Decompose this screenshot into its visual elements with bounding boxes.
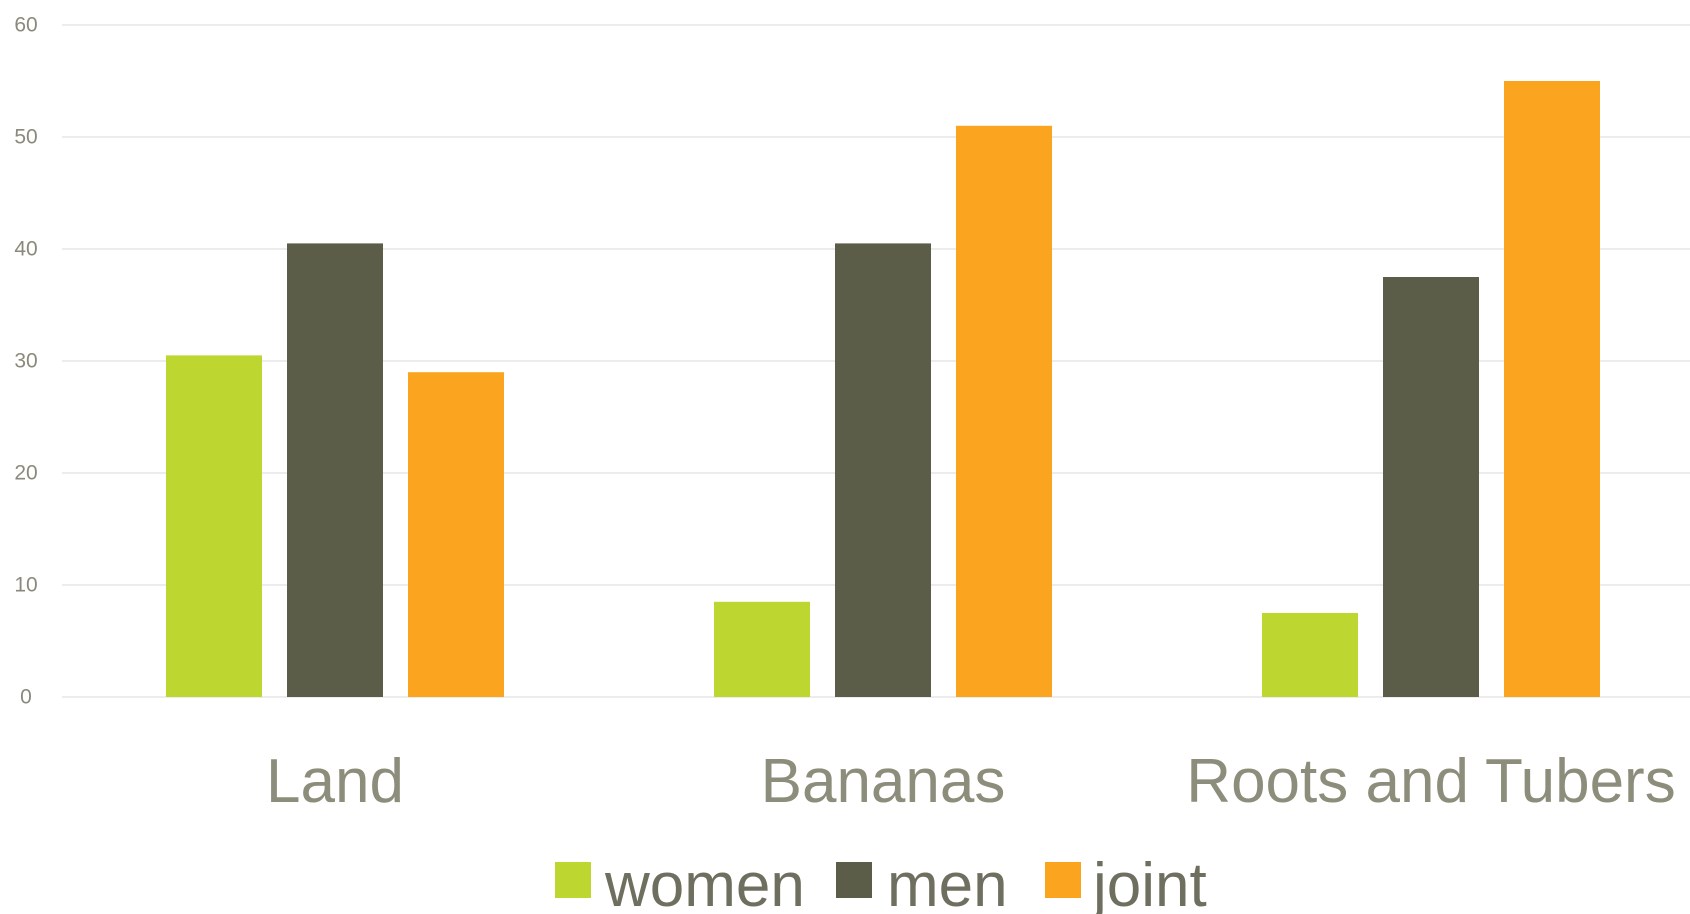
bar-joint-land xyxy=(408,372,504,697)
category-label: Roots and Tubers xyxy=(1186,747,1675,816)
bar-men-land xyxy=(287,243,383,697)
y-tick-label: 0 xyxy=(20,686,32,709)
y-tick-label: 10 xyxy=(14,574,37,597)
bars xyxy=(166,81,1600,698)
y-tick-label: 30 xyxy=(14,350,37,373)
legend-swatch-joint xyxy=(1045,862,1081,898)
legend-label-joint: joint xyxy=(1091,851,1207,914)
y-tick-label: 20 xyxy=(14,462,37,485)
legend-label-men: men xyxy=(887,851,1008,914)
bar-men-roots-and-tubers xyxy=(1383,277,1479,697)
legend-swatch-women xyxy=(555,862,591,898)
bar-joint-roots-and-tubers xyxy=(1504,81,1600,697)
bar-women-roots-and-tubers xyxy=(1262,613,1358,697)
legend: women men joint xyxy=(555,851,1207,914)
bar-joint-bananas xyxy=(956,125,1052,698)
x-axis-categories: Land Bananas Roots and Tubers xyxy=(266,747,1676,816)
y-axis-ticks: 0 10 20 30 40 50 60 xyxy=(14,14,37,709)
category-label: Bananas xyxy=(761,747,1006,816)
bar-women-land xyxy=(166,355,262,697)
bar-men-bananas xyxy=(835,243,931,697)
legend-swatch-men xyxy=(836,862,872,898)
category-label: Land xyxy=(266,747,404,816)
y-tick-label: 60 xyxy=(14,14,37,37)
y-tick-label: 50 xyxy=(14,126,37,149)
legend-label-women: women xyxy=(604,851,805,914)
y-tick-label: 40 xyxy=(14,238,37,261)
bar-women-bananas xyxy=(714,601,810,697)
